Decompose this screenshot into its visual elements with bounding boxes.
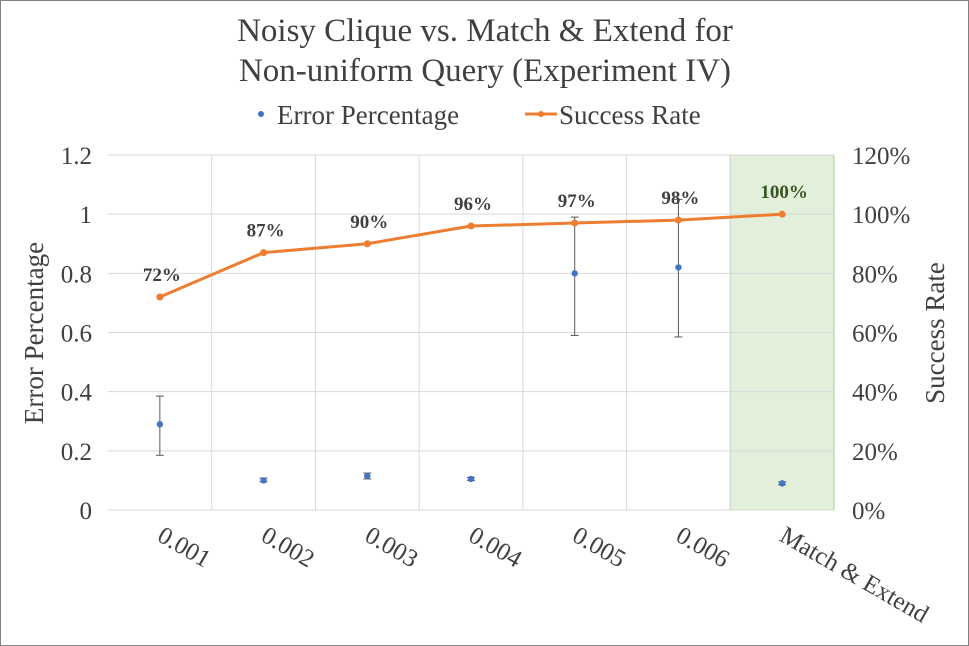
x-tick-label: 0.003 bbox=[360, 522, 422, 574]
success-rate-point bbox=[156, 293, 164, 301]
x-tick-label: Match & Extend bbox=[775, 522, 933, 629]
error-point bbox=[467, 475, 475, 483]
success-rate-data-label: 87% bbox=[247, 221, 285, 242]
legend-marker-error bbox=[258, 111, 264, 117]
y-right-tick-label: 0% bbox=[852, 498, 885, 525]
y-left-tick-label: 1 bbox=[80, 202, 93, 229]
y-right-tick-label: 80% bbox=[852, 261, 898, 288]
y-left-tick-label: 0 bbox=[80, 498, 93, 525]
success-rate-point bbox=[778, 210, 786, 218]
y-right-tick-label: 100% bbox=[852, 202, 910, 229]
success-rate-point bbox=[467, 222, 475, 230]
error-point bbox=[156, 421, 164, 428]
y-left-tick-label: 0.2 bbox=[61, 439, 92, 466]
y-right-tick-label: 20% bbox=[852, 439, 898, 466]
success-rate-point bbox=[674, 216, 682, 224]
success-rate-data-label: 98% bbox=[661, 188, 699, 209]
y-left-tick-label: 0.4 bbox=[61, 380, 93, 407]
y-axis-right-label: Success Rate bbox=[920, 262, 950, 404]
y-left-tick-label: 1.2 bbox=[61, 143, 92, 170]
legend-label-success: Success Rate bbox=[559, 100, 701, 130]
x-tick-label: 0.006 bbox=[671, 522, 733, 574]
success-rate-point bbox=[571, 219, 579, 227]
legend-label-error: Error Percentage bbox=[277, 100, 459, 130]
x-tick-label: 0.002 bbox=[257, 522, 319, 574]
x-tick-label: 0.004 bbox=[464, 522, 527, 574]
plot-area: 0 0% 0.2 20% 0.4 40% 0.6 60% 0.8 80% 1 100% 1.2 120% 0… bbox=[61, 143, 934, 629]
x-tick-label: 0.001 bbox=[153, 522, 215, 574]
success-rate-point bbox=[260, 249, 268, 257]
legend-marker-success bbox=[538, 111, 544, 117]
y-left-tick-label: 0.6 bbox=[61, 321, 92, 348]
success-rate-point bbox=[363, 240, 371, 248]
y-right-tick-label: 120% bbox=[852, 143, 910, 170]
success-rate-data-label: 72% bbox=[143, 265, 181, 286]
success-rate-data-label: 97% bbox=[558, 191, 596, 212]
error-point bbox=[260, 477, 267, 484]
y-left-tick-label: 0.8 bbox=[61, 261, 92, 288]
y-axis-left-label: Error Percentage bbox=[19, 242, 49, 424]
success-rate-data-label: 90% bbox=[350, 212, 388, 233]
error-point bbox=[571, 270, 578, 277]
chart-title-line1: Noisy Clique vs. Match & Extend for bbox=[237, 13, 733, 49]
y-right-tick-label: 60% bbox=[852, 321, 898, 348]
error-point bbox=[364, 472, 371, 480]
x-tick-label: 0.005 bbox=[568, 522, 630, 574]
chart-title-line2: Non-uniform Query (Experiment IV) bbox=[239, 53, 731, 89]
y-right-tick-label: 40% bbox=[852, 380, 898, 407]
legend: Error Percentage Success Rate bbox=[258, 100, 701, 130]
success-rate-data-label: 100% bbox=[760, 182, 808, 203]
error-point bbox=[675, 264, 682, 271]
error-point bbox=[778, 480, 786, 487]
success-rate-data-label: 96% bbox=[454, 194, 492, 215]
